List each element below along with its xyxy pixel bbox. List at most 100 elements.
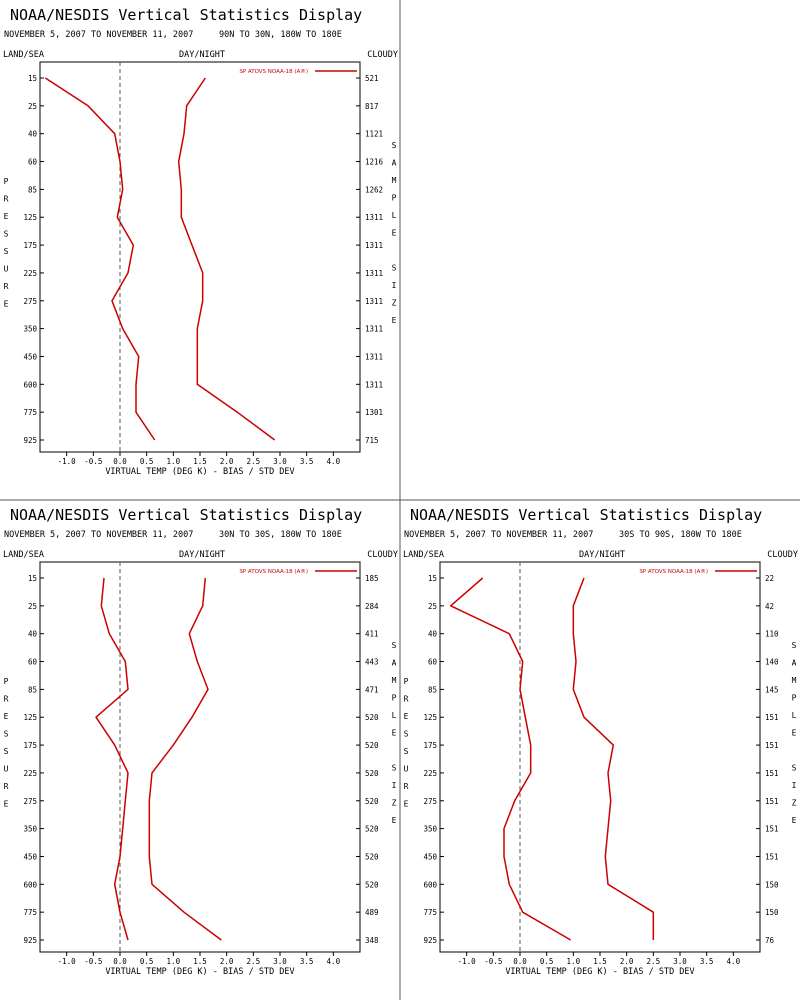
- pressure-level-label: 775: [23, 408, 37, 417]
- pressure-level-label: 350: [23, 825, 37, 834]
- pressure-level-label: 275: [23, 297, 37, 306]
- sample-size-axis-letter: S: [392, 141, 397, 150]
- sample-size-axis-letter: L: [392, 211, 397, 220]
- sample-size-label: 520: [365, 880, 379, 889]
- pressure-level-label: 925: [423, 936, 437, 945]
- x-tick-label: 4.0: [327, 957, 341, 966]
- pressure-level-label: 125: [23, 213, 37, 222]
- sample-size-label: 151: [765, 769, 779, 778]
- sample-size-label: 520: [365, 713, 379, 722]
- pressure-level-label: 925: [23, 936, 37, 945]
- std-dev-line: [148, 577, 222, 941]
- pressure-level-label: 85: [28, 185, 37, 194]
- pressure-level-label: 85: [28, 685, 37, 694]
- pressure-axis-letter: R: [4, 195, 9, 204]
- pressure-level-label: 600: [23, 380, 37, 389]
- chart-date-range: NOVEMBER 5, 2007 TO NOVEMBER 11, 2007: [4, 530, 193, 540]
- x-axis-label: VIRTUAL TEMP (DEG K) - BIAS / STD DEV: [105, 467, 294, 477]
- chart-region: 30N TO 30S, 180W TO 180E: [219, 530, 342, 540]
- x-tick-label: 0.0: [113, 457, 127, 466]
- pressure-axis-letter: P: [4, 177, 9, 186]
- pressure-level-label: 60: [28, 658, 38, 667]
- sample-size-axis-letter: P: [392, 694, 397, 703]
- pressure-level-label: 450: [23, 352, 37, 361]
- x-tick-label: 3.0: [673, 957, 687, 966]
- sample-size-axis-letter: E: [792, 816, 797, 825]
- x-tick-label: 3.0: [273, 957, 287, 966]
- sample-size-label: 1311: [365, 380, 383, 389]
- sample-size-axis-letter: A: [392, 159, 397, 168]
- pressure-level-label: 40: [28, 630, 38, 639]
- sample-size-axis-letter: Z: [792, 799, 797, 808]
- sample-size-axis-letter: E: [392, 229, 397, 238]
- header-land-sea: LAND/SEA: [3, 550, 44, 560]
- pressure-axis-letter: S: [404, 747, 409, 756]
- legend-label: SP ATOVS NOAA-18 (A®): [239, 68, 308, 75]
- x-tick-label: 0.5: [140, 957, 154, 966]
- pressure-level-label: 775: [23, 908, 37, 917]
- chart-panel-1: NOAA/NESDIS Vertical Statistics Display N…: [3, 6, 398, 477]
- x-tick-label: 2.5: [247, 957, 261, 966]
- pressure-level-label: 175: [23, 741, 37, 750]
- pressure-axis-letter: S: [4, 747, 9, 756]
- sample-size-label: 489: [365, 908, 379, 917]
- x-tick-label: 1.5: [193, 457, 207, 466]
- x-tick-label: 3.0: [273, 457, 287, 466]
- sample-size-axis-letter: Z: [392, 299, 397, 308]
- pressure-level-label: 60: [428, 658, 438, 667]
- sample-size-label: 411: [365, 630, 379, 639]
- sample-size-label: 1311: [365, 241, 383, 250]
- sample-size-label: 151: [765, 741, 779, 750]
- sample-size-label: 110: [765, 630, 779, 639]
- x-tick-label: -0.5: [84, 457, 102, 466]
- sample-size-axis-letter: P: [792, 694, 797, 703]
- sample-size-label: 520: [365, 769, 379, 778]
- header-day-night: DAY/NIGHT: [179, 550, 225, 560]
- sample-size-axis-letter: L: [792, 711, 797, 720]
- x-tick-label: -1.0: [58, 957, 77, 966]
- header-land-sea: LAND/SEA: [403, 550, 444, 560]
- pressure-level-label: 450: [423, 852, 437, 861]
- pressure-axis-letter: E: [4, 300, 9, 309]
- pressure-axis-letter: R: [4, 782, 9, 791]
- pressure-axis-letter: R: [404, 695, 409, 704]
- pressure-level-label: 15: [428, 574, 437, 583]
- sample-size-label: 471: [365, 685, 379, 694]
- chart-region: 90N TO 30N, 180W TO 180E: [219, 30, 342, 40]
- pressure-level-label: 275: [23, 797, 37, 806]
- chart-date-range: NOVEMBER 5, 2007 TO NOVEMBER 11, 2007: [4, 30, 193, 40]
- sample-size-label: 520: [365, 741, 379, 750]
- sample-size-label: 284: [365, 602, 379, 611]
- pressure-level-label: 40: [428, 630, 438, 639]
- sample-size-axis-letter: E: [392, 816, 397, 825]
- std-dev-line: [177, 77, 276, 441]
- sample-size-label: 1311: [365, 297, 383, 306]
- sample-size-axis-letter: S: [392, 641, 397, 650]
- bias-line: [449, 577, 572, 941]
- x-tick-label: 2.0: [620, 957, 634, 966]
- pressure-level-label: 175: [423, 741, 437, 750]
- sample-size-label: 520: [365, 825, 379, 834]
- x-tick-label: 0.0: [113, 957, 127, 966]
- x-tick-label: -0.5: [484, 957, 502, 966]
- sample-size-label: 1311: [365, 213, 383, 222]
- sample-size-label: 150: [765, 908, 779, 917]
- pressure-axis-letter: R: [4, 282, 9, 291]
- pressure-level-label: 925: [23, 436, 37, 445]
- sample-size-axis-letter: I: [392, 781, 397, 790]
- pressure-level-label: 275: [423, 797, 437, 806]
- plot-frame: [439, 561, 761, 953]
- sample-size-label: 151: [765, 825, 779, 834]
- pressure-level-label: 600: [423, 880, 437, 889]
- sample-size-label: 150: [765, 880, 779, 889]
- sample-size-label: 42: [765, 602, 774, 611]
- pressure-level-label: 25: [28, 102, 37, 111]
- chart-panel-3: NOAA/NESDIS Vertical Statistics Display N…: [403, 506, 798, 977]
- sample-size-label: 348: [365, 936, 379, 945]
- pressure-axis-letter: S: [404, 730, 409, 739]
- sample-size-axis-letter: I: [792, 781, 797, 790]
- header-cloudy: CLOUDY: [367, 50, 398, 60]
- legend-label: SP ATOVS NOAA-18 (A®): [639, 568, 708, 575]
- x-tick-label: 4.0: [727, 957, 741, 966]
- pressure-level-label: 60: [28, 158, 38, 167]
